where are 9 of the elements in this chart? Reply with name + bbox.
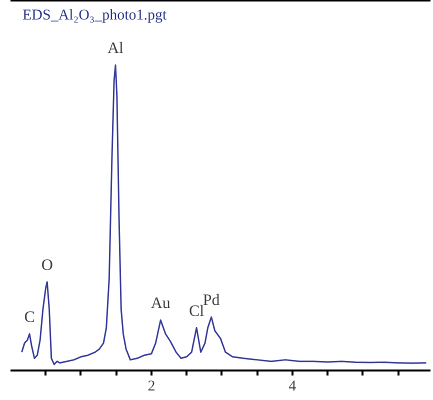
x-tick-label: 2: [148, 378, 156, 394]
annotation: O: [41, 256, 53, 274]
annotation: Pd: [202, 292, 220, 310]
chart-title: EDS_Al₂O₃_photo1.pgt: [22, 8, 168, 24]
annotation: Cl: [188, 302, 205, 320]
annotation: C: [24, 308, 35, 326]
x-tick-label: 4: [288, 378, 297, 394]
annotation: Al: [108, 40, 124, 58]
annotation: Au: [150, 295, 170, 312]
